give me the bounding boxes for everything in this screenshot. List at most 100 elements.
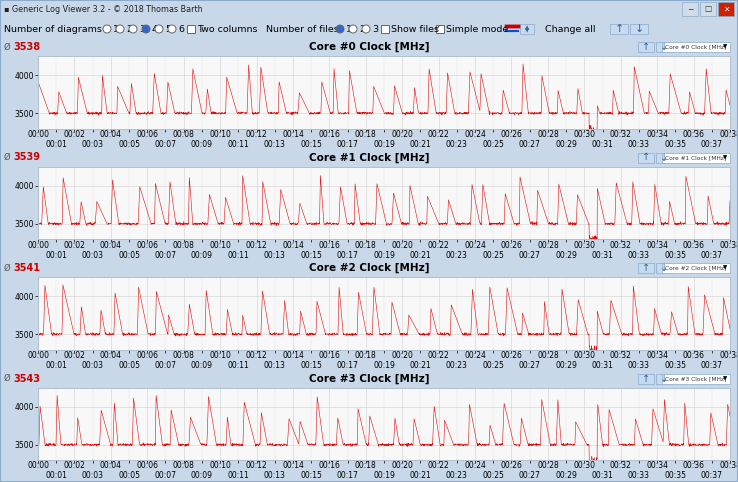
Text: 00:22: 00:22: [428, 461, 449, 470]
Text: 00:21: 00:21: [410, 140, 431, 149]
Text: 00:13: 00:13: [263, 471, 286, 481]
Bar: [718, 2, 734, 16]
Text: 00:00: 00:00: [27, 461, 49, 470]
Text: 00:31: 00:31: [592, 471, 613, 481]
Text: 00:31: 00:31: [592, 251, 613, 259]
Text: 00:24: 00:24: [464, 241, 486, 250]
Text: 00:27: 00:27: [519, 471, 541, 481]
Text: 00:14: 00:14: [282, 241, 304, 250]
Text: ↑: ↑: [642, 152, 650, 162]
Text: 00:22: 00:22: [428, 241, 449, 250]
Text: 00:26: 00:26: [500, 241, 523, 250]
Text: 00:14: 00:14: [282, 351, 304, 360]
Circle shape: [129, 25, 137, 33]
Text: 00:15: 00:15: [300, 361, 322, 370]
Text: 00:35: 00:35: [664, 471, 686, 481]
Text: 00:12: 00:12: [246, 351, 267, 360]
Text: 00:24: 00:24: [464, 461, 486, 470]
Text: 00:30: 00:30: [573, 461, 596, 470]
Text: 00:32: 00:32: [610, 130, 632, 139]
Text: 00:06: 00:06: [137, 241, 158, 250]
Text: 00:09: 00:09: [191, 251, 213, 259]
Text: ─: ─: [688, 4, 692, 13]
Bar: [662, 374, 730, 384]
Bar: [381, 25, 389, 33]
Text: 00:05: 00:05: [118, 361, 140, 370]
Text: 00:05: 00:05: [118, 471, 140, 481]
Text: 00:25: 00:25: [483, 361, 504, 370]
Text: 00:33: 00:33: [628, 361, 650, 370]
Text: Ø: Ø: [4, 42, 10, 52]
Text: 00:34: 00:34: [646, 130, 668, 139]
Text: 00:16: 00:16: [318, 461, 340, 470]
Text: 00:13: 00:13: [263, 361, 286, 370]
Text: ▼: ▼: [525, 28, 529, 34]
Text: 00:36: 00:36: [683, 130, 705, 139]
Text: 00:08: 00:08: [173, 241, 195, 250]
Text: ▼: ▼: [723, 44, 727, 50]
Text: 00:36: 00:36: [683, 351, 705, 360]
Text: 00:09: 00:09: [191, 361, 213, 370]
Text: 00:05: 00:05: [118, 140, 140, 149]
Text: Two columns: Two columns: [197, 25, 258, 34]
Text: 00:38: 00:38: [719, 130, 738, 139]
Bar: [656, 42, 672, 52]
Text: 00:11: 00:11: [227, 361, 249, 370]
Text: 00:28: 00:28: [537, 241, 559, 250]
Text: 00:27: 00:27: [519, 140, 541, 149]
Text: 00:10: 00:10: [209, 461, 231, 470]
Text: 00:35: 00:35: [664, 361, 686, 370]
Text: 00:18: 00:18: [355, 351, 376, 360]
Text: 00:15: 00:15: [300, 140, 322, 149]
Bar: [610, 24, 628, 34]
Text: 3541: 3541: [13, 263, 40, 273]
Text: ✕: ✕: [723, 4, 729, 13]
Text: Ø: Ø: [4, 153, 10, 162]
Text: 00:12: 00:12: [246, 461, 267, 470]
Text: 00:35: 00:35: [664, 251, 686, 259]
Text: Core #0 Clock [MHz]: Core #0 Clock [MHz]: [665, 44, 726, 50]
Text: 3543: 3543: [13, 374, 40, 384]
Text: 00:00: 00:00: [27, 241, 49, 250]
Text: 00:32: 00:32: [610, 241, 632, 250]
Text: 3: 3: [372, 25, 378, 34]
Text: □: □: [704, 4, 711, 13]
Text: 1: 1: [113, 25, 119, 34]
Text: 00:33: 00:33: [628, 140, 650, 149]
Text: 00:03: 00:03: [82, 251, 103, 259]
Text: 00:02: 00:02: [63, 461, 86, 470]
Text: Core #3 Clock [MHz]: Core #3 Clock [MHz]: [308, 374, 430, 384]
Text: 00:02: 00:02: [63, 241, 86, 250]
Text: ↓: ↓: [660, 374, 668, 384]
Text: 00:28: 00:28: [537, 461, 559, 470]
Text: 00:06: 00:06: [137, 351, 158, 360]
Text: 00:04: 00:04: [100, 130, 122, 139]
Circle shape: [336, 25, 344, 33]
Circle shape: [142, 25, 150, 33]
Text: Core #1 Clock [MHz]: Core #1 Clock [MHz]: [308, 152, 430, 162]
Text: 00:14: 00:14: [282, 461, 304, 470]
Text: 00:20: 00:20: [391, 461, 413, 470]
Text: 00:08: 00:08: [173, 130, 195, 139]
Text: 00:31: 00:31: [592, 361, 613, 370]
Text: 00:02: 00:02: [63, 351, 86, 360]
Text: 00:20: 00:20: [391, 241, 413, 250]
Text: 00:03: 00:03: [82, 361, 103, 370]
Text: ↑: ↑: [642, 42, 650, 52]
Text: ↓: ↓: [660, 263, 668, 273]
Text: 00:13: 00:13: [263, 251, 286, 259]
Bar: [638, 152, 654, 162]
Bar: [630, 24, 648, 34]
Text: Show files: Show files: [391, 25, 439, 34]
Text: 00:19: 00:19: [373, 140, 395, 149]
Bar: [187, 25, 195, 33]
Text: 00:34: 00:34: [646, 461, 668, 470]
Text: 00:04: 00:04: [100, 241, 122, 250]
Text: 00:22: 00:22: [428, 351, 449, 360]
Text: Number of files: Number of files: [266, 25, 339, 34]
Bar: [656, 374, 672, 384]
Text: 00:18: 00:18: [355, 461, 376, 470]
Text: 00:18: 00:18: [355, 241, 376, 250]
Text: 00:00: 00:00: [27, 130, 49, 139]
Text: 00:22: 00:22: [428, 130, 449, 139]
